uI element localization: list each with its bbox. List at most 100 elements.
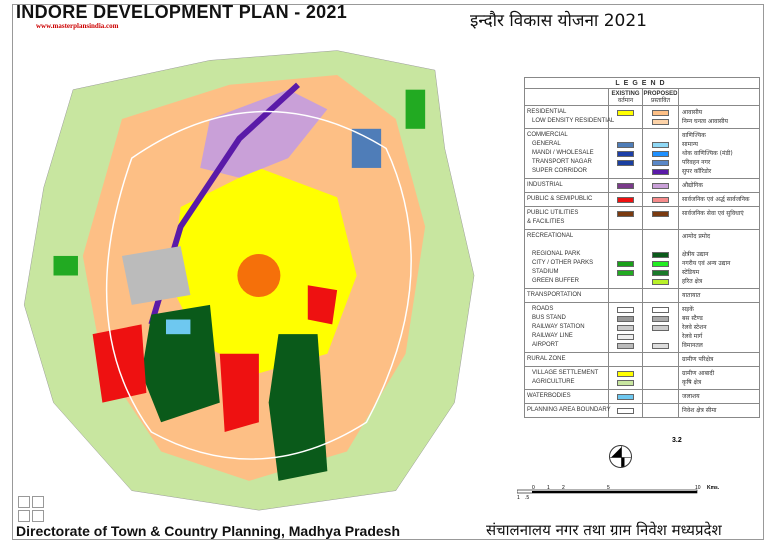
existing-header: EXISTING: [611, 91, 640, 97]
legend-label: VILLAGE SETTLEMENT: [532, 370, 599, 376]
legend-label: TRANSPORTATION: [527, 292, 582, 298]
regional-park-south: [268, 334, 328, 481]
existing-swatch: [617, 159, 634, 166]
legend-label: REGIONAL PARK: [532, 251, 581, 257]
legend-label-hindi: निवेश क्षेत्र सीमा: [682, 407, 717, 414]
existing-swatch: [617, 182, 634, 189]
legend-label-hindi: रेलवे स्टेशन: [682, 324, 707, 331]
existing-swatch: [617, 324, 634, 331]
public-semipublic-2: [219, 353, 259, 432]
waterbody: [165, 319, 191, 335]
legend-label-hindi: निम्न घनत्व आवासीय: [682, 118, 728, 125]
proposed-swatch: [652, 315, 669, 322]
existing-swatch: [617, 370, 634, 377]
legend-label-hindi: हरित क्षेत्र: [682, 278, 703, 285]
legend: LEGEND EXISTING वर्तमान PROPOSED प्रस्तावि…: [524, 77, 760, 418]
legend-label: GENERAL: [532, 141, 561, 147]
legend-label: PUBLIC & SEMIPUBLIC: [527, 196, 593, 202]
legend-label-hindi: आमोद प्रमोद: [682, 233, 711, 240]
map-frame: [12, 4, 764, 540]
legend-label: COMMERCIAL: [527, 132, 568, 138]
commercial-general: [351, 128, 382, 168]
existing-swatch: [617, 333, 634, 340]
city-park-2: [53, 255, 78, 276]
legend-label: [527, 241, 606, 250]
legend-label: RURAL ZONE: [527, 356, 566, 362]
legend-label-hindi: विमानतल: [682, 342, 703, 349]
public-semipublic-3: [307, 285, 338, 325]
legend-label-hindi: रेलवे मार्ग: [682, 333, 703, 340]
legend-label-hindi: ग्रामीण परिक्षेत्र: [682, 356, 714, 363]
legend-section: RURAL ZONE ग्रामीण परिक्षेत्र: [525, 353, 759, 367]
land-use-map: [23, 50, 475, 511]
legend-label-hindi: जलाशय: [682, 393, 700, 400]
proposed-swatch: [652, 118, 669, 125]
legend-section: INDUSTRIAL औद्योगिक: [525, 179, 759, 193]
legend-label-hindi: बस स्टैण्ड: [682, 315, 703, 322]
legend-label-hindi: नगरीय एवं अन्य उद्यान: [682, 260, 731, 267]
legend-label: MANDI / WHOLESALE: [532, 150, 594, 156]
proposed-swatch: [652, 150, 669, 157]
proposed-header-hindi: प्रस्तावित: [650, 98, 671, 104]
proposed-swatch: [652, 196, 669, 203]
legend-label-hindi: आवासीय: [682, 109, 703, 116]
scale-tick-label: 10: [695, 485, 701, 491]
city-park: [405, 89, 426, 129]
regional-park: [141, 304, 220, 423]
proposed-swatch: [652, 278, 669, 285]
legend-label: & FACILITIES: [527, 219, 565, 225]
footer-directorate: Directorate of Town & Country Planning, …: [16, 523, 401, 539]
legend-label-hindi: सामान्य: [682, 141, 699, 148]
airport: [121, 246, 191, 305]
legend-label: STADIUM: [532, 269, 559, 275]
existing-swatch: [617, 407, 634, 414]
legend-section: ROADS BUS STAND RAILWAY STATION RAILWAY LIN…: [525, 303, 759, 353]
existing-swatch: [617, 315, 634, 322]
existing-swatch: [617, 342, 634, 349]
public-semipublic: [92, 324, 147, 403]
proposed-swatch: [652, 324, 669, 331]
industrial-area: [200, 89, 328, 178]
legend-label: INDUSTRIAL: [527, 182, 563, 188]
legend-label-hindi: यातायात: [682, 292, 701, 299]
scale-tick-label: 1: [547, 485, 550, 491]
legend-label: RESIDENTIAL: [527, 109, 567, 115]
legend-label: AIRPORT: [532, 342, 559, 348]
existing-swatch: [617, 269, 634, 276]
legend-section: PUBLIC & SEMIPUBLIC सार्वजनिक एवं अर्द्ध …: [525, 193, 759, 207]
legend-label: RAILWAY LINE: [532, 333, 573, 339]
existing-swatch: [617, 306, 634, 313]
legend-section: PUBLIC UTILITIES & FACILITIES सार्वजनिक से…: [525, 207, 759, 230]
existing-swatch: [617, 379, 634, 386]
scale-tick-label: 2: [562, 485, 565, 491]
legend-section: RECREATIONAL REGIONAL PARK CITY / OTHER PA…: [525, 230, 759, 289]
proposed-swatch: [652, 159, 669, 166]
legend-label-hindi: सार्वजनिक सेवा एवं सुविधाएं: [682, 210, 744, 217]
legend-label: RECREATIONAL: [527, 233, 574, 239]
legend-header-row: EXISTING वर्तमान PROPOSED प्रस्तावित: [525, 89, 759, 106]
legend-label-hindi: स्टेडियम: [682, 269, 700, 276]
proposed-header: PROPOSED: [643, 91, 678, 97]
legend-section: COMMERCIAL GENERAL MANDI / WHOLESALE TRANSP…: [525, 129, 759, 179]
existing-swatch: [617, 260, 634, 267]
legend-label-hindi: थोक वाणिज्यिक (मंडी): [682, 150, 733, 157]
legend-section: TRANSPORTATION यातायात: [525, 289, 759, 303]
city-core: [237, 253, 281, 298]
legend-label-hindi: [682, 241, 756, 250]
proposed-swatch: [652, 109, 669, 116]
sheet-index-icon: [18, 496, 44, 522]
scale-unit: Kms.: [707, 485, 720, 491]
existing-swatch: [617, 196, 634, 203]
proposed-swatch: [652, 168, 669, 175]
legend-label: BUS STAND: [532, 315, 566, 321]
scale-tick-label: 1: [517, 495, 520, 500]
legend-label: TRANSPORT NAGAR: [532, 159, 592, 165]
legend-section: RESIDENTIAL LOW DENSITY RESIDENTIAL आवासीय…: [525, 106, 759, 129]
footer-directorate-hindi: संचालनालय नगर तथा ग्राम निवेश मध्यप्रदेश: [486, 521, 722, 539]
existing-swatch: [617, 109, 634, 116]
legend-title: LEGEND: [525, 78, 759, 89]
legend-section: PLANNING AREA BOUNDARY निवेश क्षेत्र सीमा: [525, 404, 759, 417]
legend-section: VILLAGE SETTLEMENT AGRICULTURE ग्रामीण आबा…: [525, 367, 759, 390]
north-arrow-icon: [609, 445, 632, 468]
scale-tick-label: .5: [525, 495, 529, 500]
